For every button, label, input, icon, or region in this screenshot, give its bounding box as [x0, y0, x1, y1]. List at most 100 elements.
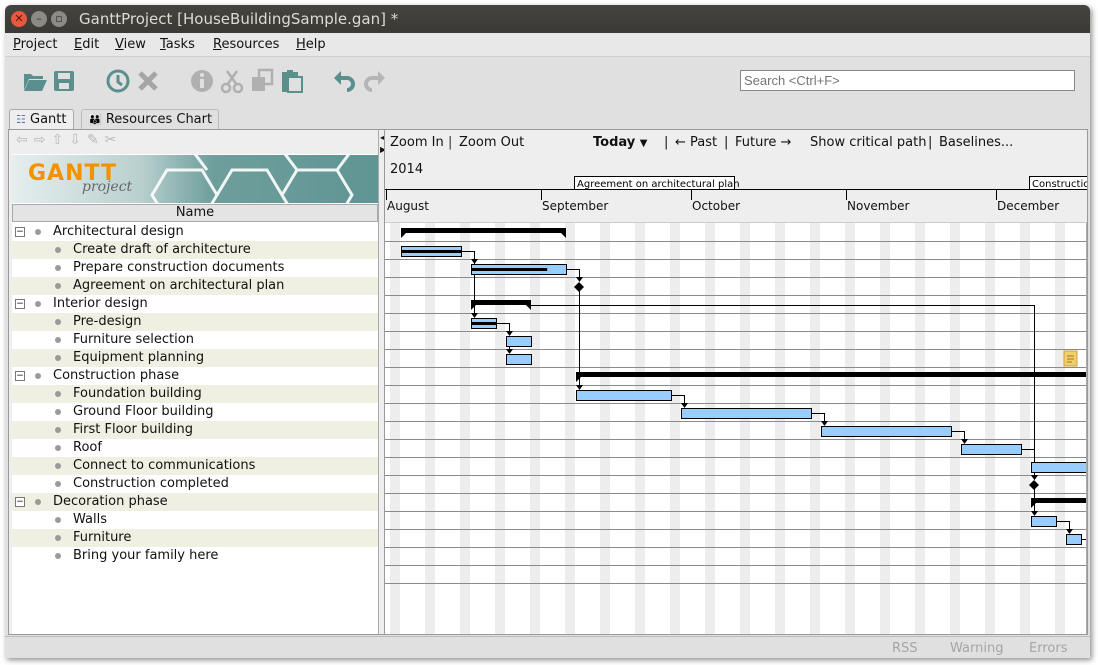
- milestone-diamond[interactable]: [574, 282, 584, 292]
- task-row[interactable]: Create draft of architecture: [12, 241, 378, 259]
- task-bullet-icon: [55, 247, 61, 253]
- close-window-button[interactable]: ✕: [11, 11, 27, 27]
- task-row[interactable]: Ground Floor building: [12, 403, 378, 421]
- task-row[interactable]: − Architectural design: [12, 223, 378, 241]
- errors-status[interactable]: Errors: [1029, 641, 1068, 656]
- task-row[interactable]: Bring your family here: [12, 547, 378, 565]
- clock-icon[interactable]: [105, 68, 131, 94]
- task-row[interactable]: Prepare construction documents: [12, 259, 378, 277]
- summary-bar[interactable]: [1031, 498, 1087, 503]
- collapse-toggle-icon[interactable]: −: [15, 299, 25, 309]
- task-row[interactable]: Walls: [12, 511, 378, 529]
- task-bar[interactable]: [961, 444, 1022, 455]
- unlink-icon[interactable]: ✂: [104, 132, 123, 148]
- timeline-milestone-label[interactable]: Constructic: [1032, 179, 1087, 190]
- hexagon-pattern: [150, 155, 354, 203]
- chart-header: [385, 130, 1087, 222]
- milestone-diamond[interactable]: [1029, 480, 1039, 490]
- task-bar[interactable]: [576, 390, 672, 401]
- task-row[interactable]: Agreement on architectural plan: [12, 277, 378, 295]
- menu-tasks[interactable]: Tasks: [160, 37, 195, 52]
- task-progress-bar[interactable]: [472, 322, 496, 325]
- task-row[interactable]: − Construction phase: [12, 367, 378, 385]
- task-row[interactable]: Construction completed: [12, 475, 378, 493]
- warning-status[interactable]: Warning: [950, 641, 1004, 656]
- task-bar[interactable]: [506, 336, 532, 347]
- search-input[interactable]: [740, 70, 1075, 91]
- weekend-stripe: [1055, 223, 1065, 634]
- task-bar[interactable]: [821, 426, 952, 437]
- menu-view[interactable]: View: [115, 37, 146, 52]
- task-row[interactable]: Equipment planning: [12, 349, 378, 367]
- paste-icon[interactable]: [279, 68, 305, 94]
- task-bar[interactable]: [1066, 534, 1082, 545]
- task-row[interactable]: Pre-design: [12, 313, 378, 331]
- info-icon[interactable]: [189, 68, 215, 94]
- cut-icon[interactable]: [219, 68, 245, 94]
- task-progress-bar[interactable]: [472, 268, 548, 271]
- gantt-canvas[interactable]: August September October November December Ag…: [385, 130, 1087, 634]
- timeline-milestone-box[interactable]: [1029, 176, 1088, 190]
- task-row[interactable]: Foundation building: [12, 385, 378, 403]
- task-name: Create draft of architecture: [73, 242, 251, 257]
- minimize-window-button[interactable]: –: [31, 11, 47, 27]
- summary-bar-start[interactable]: [471, 305, 476, 310]
- collapse-toggle-icon[interactable]: −: [15, 371, 25, 381]
- menu-edit[interactable]: Edit: [74, 37, 100, 52]
- weekend-stripe: [950, 223, 960, 634]
- task-progress-bar[interactable]: [402, 250, 461, 253]
- summary-bar-start[interactable]: [1031, 503, 1036, 508]
- zoom-in-link[interactable]: Zoom In: [390, 135, 444, 150]
- tab-gantt[interactable]: ☷ Gantt: [9, 109, 74, 129]
- summary-bar-end[interactable]: [526, 305, 531, 310]
- task-row[interactable]: Connect to communications: [12, 457, 378, 475]
- timeline-milestone-label[interactable]: Agreement on architectural plan: [577, 179, 740, 190]
- menu-resources[interactable]: Resources: [213, 37, 280, 52]
- maximize-window-button[interactable]: ▫: [51, 11, 67, 27]
- task-row[interactable]: Roof: [12, 439, 378, 457]
- copy-icon[interactable]: [249, 68, 275, 94]
- task-bullet-icon: [55, 265, 61, 271]
- task-row[interactable]: − Interior design: [12, 295, 378, 313]
- undo-icon[interactable]: [332, 68, 358, 94]
- link-icon[interactable]: ✎: [86, 132, 105, 148]
- summary-bar[interactable]: [401, 228, 566, 233]
- summary-bar[interactable]: [471, 300, 531, 305]
- outdent-icon[interactable]: ⇦: [16, 132, 34, 148]
- collapse-toggle-icon[interactable]: −: [15, 497, 25, 507]
- past-link[interactable]: ← Past: [675, 135, 718, 150]
- summary-bar-start[interactable]: [401, 233, 406, 238]
- show-critical-path-link[interactable]: Show critical path: [810, 135, 927, 150]
- task-name: Walls: [73, 512, 107, 527]
- tab-resources-chart[interactable]: 👪 Resources Chart: [81, 109, 220, 129]
- move-up-icon[interactable]: ⇧: [51, 132, 70, 148]
- task-bar[interactable]: [1031, 516, 1057, 527]
- timeline-milestone-box[interactable]: [574, 176, 735, 190]
- move-down-icon[interactable]: ⇩: [69, 132, 87, 148]
- collapse-toggle-icon[interactable]: −: [15, 227, 25, 237]
- menu-project[interactable]: Project: [13, 37, 58, 52]
- delete-icon[interactable]: [135, 68, 161, 94]
- rss-status[interactable]: RSS: [892, 641, 918, 656]
- splitter-arrows[interactable]: ◀▶: [380, 132, 386, 156]
- redo-icon[interactable]: [361, 68, 387, 94]
- task-row[interactable]: Furniture: [12, 529, 378, 547]
- future-link[interactable]: Future →: [735, 135, 792, 150]
- indent-icon[interactable]: ⇨: [33, 132, 52, 148]
- open-folder-icon[interactable]: [22, 68, 48, 94]
- menu-help[interactable]: Help: [296, 37, 326, 52]
- zoom-out-link[interactable]: Zoom Out: [459, 135, 525, 150]
- task-row[interactable]: First Floor building: [12, 421, 378, 439]
- task-bar[interactable]: [506, 354, 532, 365]
- task-bar[interactable]: [1031, 462, 1088, 473]
- summary-bar-start[interactable]: [576, 377, 581, 382]
- summary-bar[interactable]: [576, 372, 1087, 377]
- task-row[interactable]: − Decoration phase: [12, 493, 378, 511]
- summary-bar-end[interactable]: [561, 233, 566, 238]
- task-bar[interactable]: [681, 408, 812, 419]
- today-dropdown[interactable]: Today ▼: [593, 135, 647, 150]
- save-icon[interactable]: [51, 68, 77, 94]
- task-row[interactable]: Furniture selection: [12, 331, 378, 349]
- baselines-link[interactable]: Baselines...: [939, 135, 1014, 150]
- column-header-name[interactable]: Name: [12, 204, 378, 222]
